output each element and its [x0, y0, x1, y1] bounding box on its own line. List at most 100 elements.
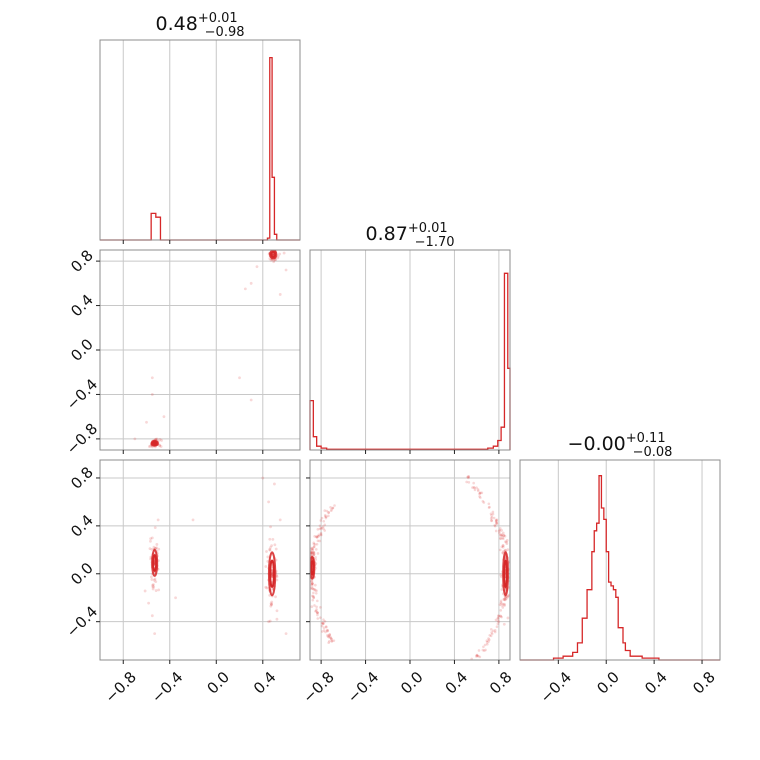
- arc-sample-point: [322, 621, 325, 625]
- arc-sample-point: [482, 501, 486, 504]
- arc-sample-point: [310, 555, 313, 559]
- sample-point: [282, 251, 286, 255]
- arc-sample-point: [488, 634, 492, 637]
- arc-sample-point: [485, 639, 489, 643]
- arc-sample-point: [312, 551, 315, 554]
- arc-sample-point: [312, 596, 316, 600]
- arc-sample-point: [327, 641, 330, 644]
- sample-point: [268, 537, 272, 541]
- arc-sample-point: [504, 564, 508, 567]
- arc-sample-point: [504, 566, 508, 569]
- arc-sample-point: [499, 527, 502, 530]
- arc-sample-point: [316, 611, 319, 615]
- outlier-point: [145, 420, 148, 424]
- outlier-point: [273, 482, 276, 486]
- outlier-point: [150, 376, 154, 380]
- arc-sample-point: [311, 587, 315, 590]
- sample-point: [310, 605, 314, 608]
- sample-point: [147, 601, 151, 605]
- arc-sample-point: [329, 635, 332, 639]
- arc-sample-point: [312, 550, 316, 554]
- arc-sample-point: [481, 648, 485, 652]
- arc-sample-point: [331, 506, 335, 510]
- sample-point: [152, 578, 156, 582]
- arc-sample-point: [467, 474, 470, 478]
- param-title-minus-2: −0.08: [633, 445, 673, 460]
- sample-point: [271, 538, 275, 541]
- arc-sample-point: [505, 587, 508, 591]
- arc-sample-point: [310, 567, 313, 570]
- arc-sample-point: [501, 537, 505, 541]
- arc-sample-point: [497, 614, 500, 618]
- arc-sample-point: [324, 515, 328, 519]
- arc-sample-point: [495, 521, 498, 524]
- pair-data-0: [133, 250, 288, 449]
- arc-sample-point: [315, 542, 319, 546]
- arc-sample-point: [501, 574, 505, 577]
- arc-sample-point: [312, 591, 315, 595]
- arc-sample-point: [492, 516, 496, 520]
- arc-sample-point: [315, 535, 318, 538]
- arc-sample-point: [318, 527, 322, 531]
- arc-sample-point: [487, 640, 490, 643]
- sample-point: [151, 585, 155, 589]
- arc-sample-point: [330, 508, 333, 511]
- arc-sample-point: [504, 585, 508, 589]
- arc-sample-point: [487, 506, 491, 509]
- arc-sample-point: [318, 539, 322, 543]
- sample-point: [271, 587, 274, 591]
- arc-sample-point: [323, 523, 327, 527]
- arc-sample-point: [487, 637, 490, 640]
- sample-point: [503, 604, 506, 607]
- sample-point: [155, 437, 159, 441]
- arc-sample-point: [310, 577, 314, 581]
- sample-point: [275, 578, 279, 582]
- arc-sample-point: [471, 486, 474, 489]
- sample-point: [152, 583, 155, 587]
- arc-sample-point: [319, 531, 323, 535]
- arc-sample-point: [493, 524, 497, 528]
- arc-sample-point: [499, 609, 503, 612]
- arc-sample-point: [318, 524, 322, 528]
- arc-sample-point: [476, 489, 480, 493]
- arc-sample-point: [313, 543, 317, 546]
- arc-sample-point: [502, 544, 505, 548]
- arc-sample-point: [488, 505, 491, 509]
- sample-point: [159, 445, 163, 448]
- arc-sample-point: [493, 523, 497, 527]
- arc-sample-point: [487, 502, 491, 506]
- outlier-point: [249, 398, 253, 402]
- arc-sample-point: [503, 557, 507, 561]
- sample-point: [149, 575, 153, 579]
- arc-sample-point: [467, 481, 471, 484]
- arc-sample-point: [482, 649, 486, 652]
- arc-sample-point: [480, 491, 484, 495]
- arc-sample-point: [500, 604, 504, 607]
- arc-sample-point: [503, 580, 507, 583]
- sample-point: [155, 543, 159, 546]
- arc-sample-point: [490, 631, 493, 634]
- param-title-minus-1: −1.70: [415, 235, 455, 250]
- arc-sample-point: [494, 529, 498, 533]
- arc-sample-point: [316, 539, 320, 543]
- arc-sample-point: [310, 571, 313, 574]
- outlier-point: [284, 268, 288, 272]
- arc-sample-point: [485, 640, 489, 644]
- arc-sample-point: [495, 522, 498, 525]
- arc-sample-point: [332, 639, 336, 642]
- arc-sample-point: [328, 639, 331, 643]
- sample-point: [153, 526, 157, 530]
- arc-sample-point: [316, 613, 319, 617]
- arc-sample-point: [326, 629, 330, 632]
- arc-sample-point: [504, 554, 507, 558]
- arc-sample-point: [476, 488, 480, 491]
- arc-sample-point: [496, 617, 500, 620]
- arc-sample-point: [479, 496, 482, 499]
- arc-sample-point: [329, 509, 333, 513]
- arc-sample-point: [504, 598, 507, 601]
- arc-sample-point: [506, 561, 510, 564]
- sample-point: [503, 596, 507, 600]
- sample-point: [270, 603, 273, 607]
- sample-point: [154, 589, 158, 592]
- arc-sample-point: [320, 526, 324, 530]
